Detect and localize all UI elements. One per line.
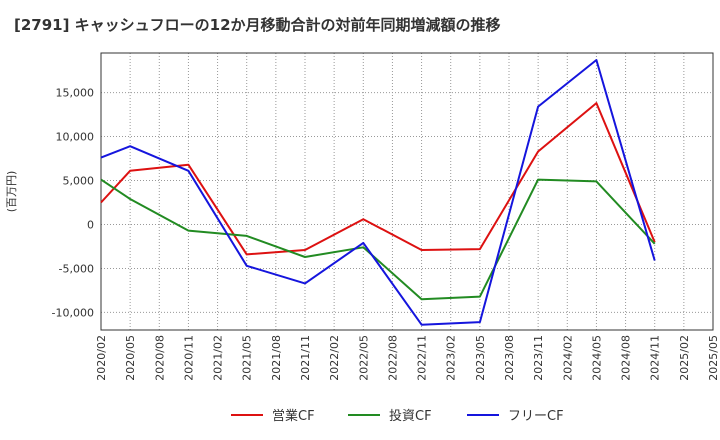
y-axis-label: (百万円) — [5, 171, 18, 213]
legend-label: 投資CF — [389, 408, 432, 424]
x-tick-label: 2021/08 — [270, 335, 283, 381]
x-tick-label: 2020/05 — [124, 335, 137, 381]
y-tick-label: 0 — [87, 218, 94, 231]
series-line-営業CF — [100, 102, 656, 256]
x-tick-label: 2024/11 — [649, 335, 662, 381]
x-tick-label: 2020/08 — [153, 335, 166, 381]
x-tick-label: 2022/05 — [357, 335, 370, 381]
x-tick-label: 2021/05 — [241, 335, 254, 381]
plot-area — [101, 53, 713, 330]
x-tick-label: 2024/08 — [620, 335, 633, 381]
x-tick-label: 2024/05 — [590, 335, 603, 381]
series-line-投資CF — [100, 178, 656, 301]
x-tick-label: 2025/02 — [678, 335, 691, 381]
y-tick-label: 10,000 — [56, 131, 95, 144]
series-line-フリーCF — [100, 59, 656, 326]
x-tick-label: 2024/02 — [561, 335, 574, 381]
axes: 15,000 10,000 5,000 0 -5,000 -10,000 2020/02 20… — [52, 52, 720, 381]
x-tick-label: 2021/11 — [299, 335, 312, 381]
x-tick-label: 2023/05 — [474, 335, 487, 381]
y-tick-label: -5,000 — [59, 262, 94, 275]
x-tick-label: 2022/11 — [416, 335, 429, 381]
x-tick-label: 2023/02 — [445, 335, 458, 381]
grid-lines — [100, 53, 714, 330]
x-tick-label: 2020/02 — [95, 335, 108, 381]
legend: 営業CF 投資CF フリーCF — [231, 408, 564, 424]
x-tick-label: 2022/08 — [386, 335, 399, 381]
x-tick-label: 2023/11 — [532, 335, 545, 381]
x-tick-label: 2022/02 — [328, 335, 341, 381]
x-tick-label: 2020/11 — [182, 335, 195, 381]
y-tick-label: 15,000 — [56, 87, 95, 100]
legend-label: 営業CF — [272, 408, 315, 424]
series-lines — [100, 59, 656, 326]
plot-border — [100, 52, 714, 331]
legend-label: フリーCF — [508, 409, 564, 424]
chart-title: [2791] キャッシュフローの12か月移動合計の対前年同期増減額の推移 — [14, 16, 501, 34]
x-tick-label: 2021/02 — [212, 335, 225, 381]
y-tick-label: -10,000 — [52, 306, 94, 319]
x-tick-label: 2025/05 — [707, 335, 720, 381]
y-tick-label: 5,000 — [63, 175, 95, 188]
x-tick-label: 2023/08 — [503, 335, 516, 381]
